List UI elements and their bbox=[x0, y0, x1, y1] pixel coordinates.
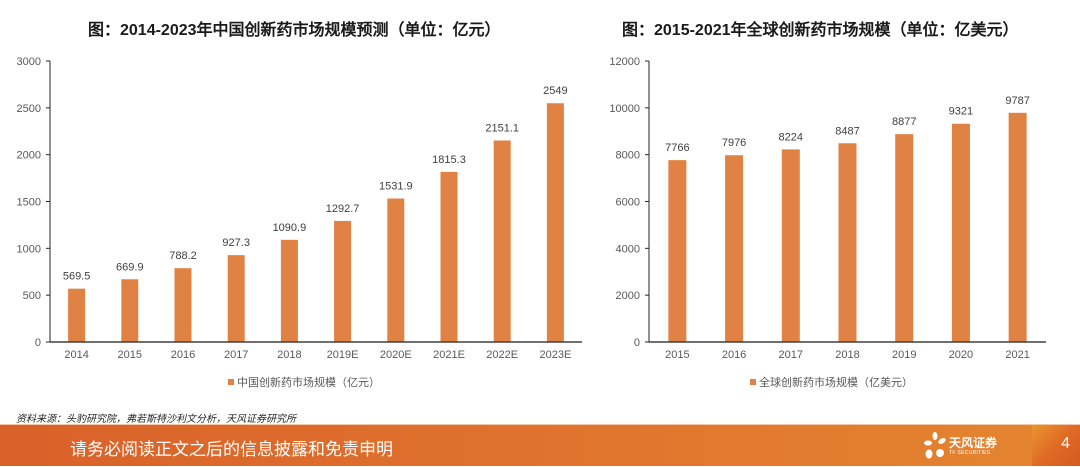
right-x-tick-label: 2019 bbox=[892, 349, 916, 361]
left-bar bbox=[493, 140, 511, 342]
legend-swatch bbox=[228, 379, 234, 385]
left-bar bbox=[121, 279, 139, 342]
brand-subtitle: TF SECURITIES bbox=[949, 450, 991, 456]
right-data-label: 9787 bbox=[1005, 95, 1029, 107]
right-y-tick-label: 0 bbox=[634, 337, 640, 349]
right-chart-title: 图：2015-2021年全球创新药市场规模（单位：亿美元） bbox=[622, 22, 1019, 39]
right-y-tick-label: 10000 bbox=[609, 103, 640, 115]
page-number-block: 4 bbox=[1032, 425, 1080, 466]
left-bar bbox=[387, 198, 405, 342]
right-bar bbox=[781, 149, 800, 342]
right-data-label: 8487 bbox=[835, 125, 859, 137]
left-bar bbox=[546, 103, 564, 342]
legend-label: 中国创新药市场规模（亿元） bbox=[237, 377, 380, 389]
left-bar bbox=[68, 288, 86, 342]
left-x-tick-label: 2019E bbox=[327, 349, 359, 361]
right-y-tick-label: 8000 bbox=[616, 150, 640, 162]
footer-bar: 请务必阅读正文之后的信息披露和免责申明 天风证券 TF SECURITIES 4 bbox=[0, 424, 1080, 466]
right-data-label: 8877 bbox=[892, 116, 916, 128]
right-y-tick-label: 2000 bbox=[616, 290, 640, 302]
brand-name: 天风证券 bbox=[949, 436, 998, 450]
legend-label: 全球创新药市场规模（亿美元） bbox=[759, 377, 913, 389]
right-data-label: 9321 bbox=[949, 106, 973, 118]
right-x-tick-label: 2018 bbox=[835, 349, 859, 361]
left-x-tick-label: 2017 bbox=[224, 349, 248, 361]
left-y-tick-label: 3000 bbox=[17, 56, 41, 68]
left-x-tick-label: 2022E bbox=[486, 349, 518, 361]
left-x-tick-label: 2015 bbox=[118, 349, 142, 361]
left-x-tick-label: 2021E bbox=[433, 349, 465, 361]
left-y-tick-label: 0 bbox=[35, 337, 41, 349]
right-data-label: 7976 bbox=[722, 137, 746, 149]
right-bar bbox=[725, 155, 744, 342]
right-bar bbox=[951, 123, 970, 343]
left-x-tick-label: 2018 bbox=[277, 349, 301, 361]
left-data-label: 1815.3 bbox=[432, 154, 466, 166]
left-bar bbox=[227, 255, 245, 342]
left-data-label: 2549 bbox=[543, 85, 567, 97]
source-note: 资料来源：头豹研究院，弗若斯特沙利文分析，天风证券研究所 bbox=[16, 414, 296, 425]
left-bar bbox=[280, 239, 298, 342]
right-bar bbox=[1008, 112, 1027, 343]
left-bar bbox=[334, 220, 352, 342]
left-data-label: 788.2 bbox=[169, 250, 197, 262]
right-x-tick-label: 2016 bbox=[722, 349, 746, 361]
right-y-tick-label: 4000 bbox=[616, 243, 640, 255]
left-data-label: 2151.1 bbox=[485, 123, 519, 135]
right-data-label: 7766 bbox=[665, 142, 689, 154]
right-y-tick-label: 6000 bbox=[616, 197, 640, 209]
left-y-tick-label: 1500 bbox=[17, 197, 41, 209]
legend-swatch bbox=[750, 379, 756, 385]
right-x-tick-label: 2017 bbox=[779, 349, 803, 361]
left-y-tick-label: 2000 bbox=[17, 150, 41, 162]
flower-logo-icon bbox=[924, 432, 946, 459]
brand-logo: 天风证券 TF SECURITIES bbox=[924, 432, 1014, 462]
left-x-tick-label: 2014 bbox=[64, 349, 88, 361]
right-bar bbox=[668, 160, 687, 342]
right-bar bbox=[838, 143, 857, 342]
left-x-tick-label: 2020E bbox=[380, 349, 412, 361]
right-y-tick-label: 12000 bbox=[609, 56, 640, 68]
right-x-tick-label: 2015 bbox=[665, 349, 689, 361]
left-x-tick-label: 2023E bbox=[539, 349, 571, 361]
charts-canvas: 0 500 1000 1500 2000 2500 3000 569.5 2014 669.9 20… bbox=[17, 56, 1046, 361]
left-y-tick-label: 2500 bbox=[17, 103, 41, 115]
left-bar bbox=[440, 171, 458, 342]
left-chart-legend: 中国创新药市场规模（亿元） bbox=[228, 374, 380, 390]
disclaimer-text: 请务必阅读正文之后的信息披露和免责申明 bbox=[70, 440, 393, 459]
left-data-label: 927.3 bbox=[222, 237, 250, 249]
left-data-label: 669.9 bbox=[116, 261, 144, 273]
left-bar bbox=[174, 268, 192, 342]
right-x-tick-label: 2020 bbox=[949, 349, 973, 361]
left-chart-title: 图：2014-2023年中国创新药市场规模预测（单位：亿元） bbox=[88, 22, 501, 39]
left-y-tick-label: 500 bbox=[23, 290, 41, 302]
page-number: 4 bbox=[1061, 435, 1070, 452]
left-data-label: 1090.9 bbox=[273, 222, 307, 234]
right-chart-legend: 全球创新药市场规模（亿美元） bbox=[750, 374, 913, 390]
left-data-label: 569.5 bbox=[63, 271, 91, 283]
left-data-label: 1531.9 bbox=[379, 181, 413, 193]
left-y-tick-label: 1000 bbox=[17, 243, 41, 255]
right-bar bbox=[895, 134, 914, 342]
left-x-tick-label: 2016 bbox=[171, 349, 195, 361]
left-data-label: 1292.7 bbox=[326, 203, 360, 215]
right-x-tick-label: 2021 bbox=[1005, 349, 1029, 361]
right-data-label: 8224 bbox=[779, 131, 803, 143]
